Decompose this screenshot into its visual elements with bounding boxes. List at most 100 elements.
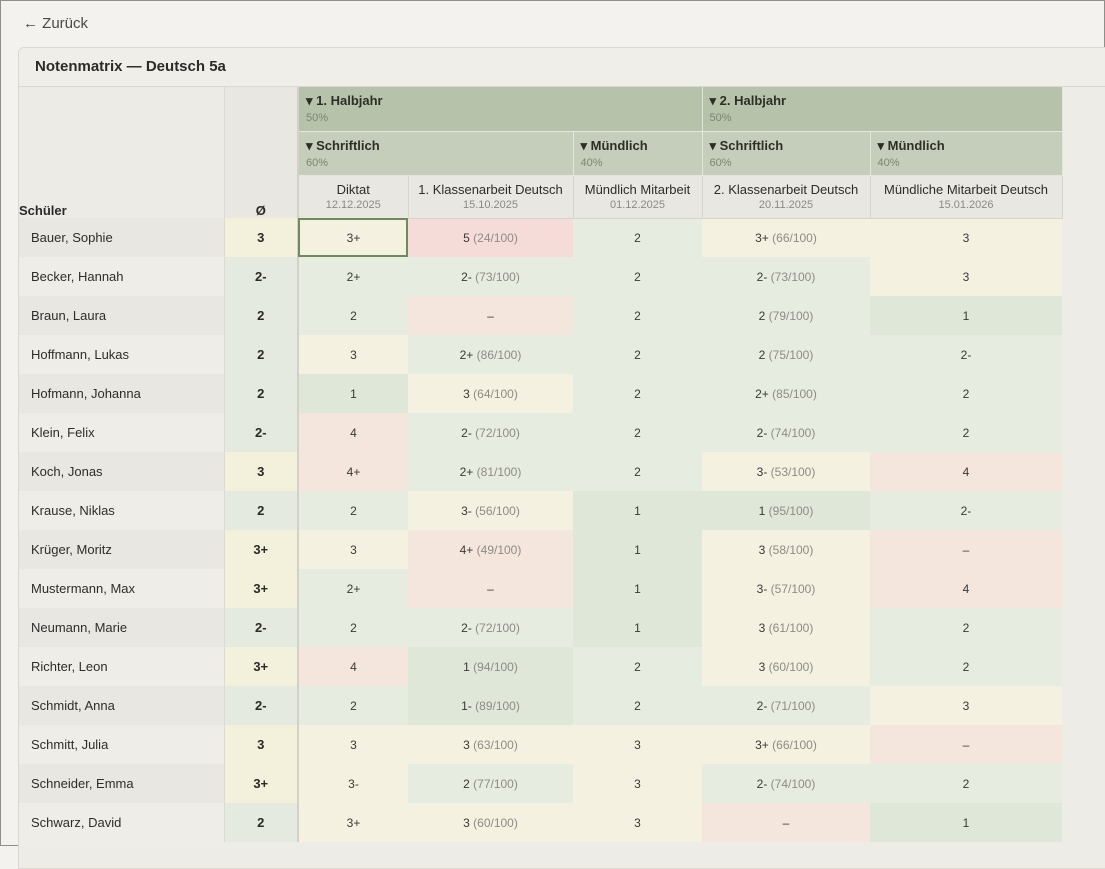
grade-cell[interactable]: 1	[573, 530, 702, 569]
half-year-1-label[interactable]: ▾ 1. Halbjahr	[306, 93, 383, 108]
grade-cell[interactable]: 2	[298, 608, 408, 647]
grade-cell[interactable]: 1- (89/100)	[408, 686, 573, 725]
grade-cell[interactable]: 3- (57/100)	[702, 569, 870, 608]
back-link[interactable]: ← Zurück	[23, 15, 89, 32]
grade-cell[interactable]: 2- (72/100)	[408, 413, 573, 452]
assessment-header-klassenarbeit-2[interactable]: 2. Klassenarbeit Deutsch 20.11.2025	[702, 175, 871, 219]
grade-cell[interactable]: 2	[573, 452, 702, 491]
group-label[interactable]: ▾ Mündlich	[877, 137, 945, 153]
grade-cell[interactable]: 1	[298, 374, 408, 413]
grade-cell[interactable]: 3 (60/100)	[408, 803, 573, 842]
grade-cell[interactable]: 2+ (81/100)	[408, 452, 573, 491]
grade-cell[interactable]: 4	[298, 413, 408, 452]
grade-value: 1	[758, 503, 766, 518]
grade-cell[interactable]: 2	[298, 296, 408, 335]
grade-cell[interactable]: 1	[870, 296, 1062, 335]
grade-cell[interactable]: 2	[573, 257, 702, 296]
grade-cell[interactable]: 3- (56/100)	[408, 491, 573, 530]
grade-cell[interactable]: 4	[870, 452, 1062, 491]
grade-cell[interactable]: 2	[573, 335, 702, 374]
grade-cell[interactable]: 2	[573, 374, 702, 413]
grade-cell[interactable]: 2	[298, 491, 408, 530]
grade-cell[interactable]: 4+	[298, 452, 408, 491]
grade-cell[interactable]: 2	[573, 413, 702, 452]
grade-cell[interactable]: 3	[573, 764, 702, 803]
grade-cell[interactable]: 3+ (66/100)	[702, 725, 870, 764]
group-written-1-header[interactable]: ▾ Schriftlich 60%	[298, 131, 574, 176]
grade-cell[interactable]: 1 (94/100)	[408, 647, 573, 686]
grade-cell[interactable]: 3	[870, 218, 1062, 257]
grade-value: 3	[962, 698, 970, 713]
half-year-2-header[interactable]: ▾ 2. Halbjahr 50%	[702, 87, 1063, 132]
grade-cell[interactable]: 3 (60/100)	[702, 647, 870, 686]
grade-cell[interactable]: 2- (71/100)	[702, 686, 870, 725]
grade-cell[interactable]: 3+ (66/100)	[702, 218, 870, 257]
grade-cell[interactable]: 4	[870, 569, 1062, 608]
grade-cell[interactable]: 1 (95/100)	[702, 491, 870, 530]
grade-cell[interactable]: 1	[573, 491, 702, 530]
grade-cell[interactable]: 1	[573, 608, 702, 647]
grade-cell[interactable]: 2-	[870, 491, 1062, 530]
grade-cell[interactable]: 2	[573, 218, 702, 257]
group-label[interactable]: ▾ Mündlich	[580, 137, 648, 153]
grade-cell[interactable]: 3+	[298, 218, 408, 257]
grade-cell[interactable]: 3	[870, 257, 1062, 296]
grade-cell[interactable]: 3 (58/100)	[702, 530, 870, 569]
grade-cell[interactable]: 2+	[298, 257, 408, 296]
assessment-header-muendlich-1[interactable]: Mündlich Mitarbeit 01.12.2025	[573, 175, 703, 219]
grade-cell[interactable]: 2	[870, 608, 1062, 647]
grade-cell[interactable]: 1	[573, 569, 702, 608]
grade-cell[interactable]: 3	[573, 803, 702, 842]
assessment-header-klassenarbeit-1[interactable]: 1. Klassenarbeit Deutsch 15.10.2025	[408, 175, 574, 219]
grade-cell[interactable]: 2	[870, 413, 1062, 452]
grade-cell[interactable]: 3 (63/100)	[408, 725, 573, 764]
grade-cell[interactable]: 1	[870, 803, 1062, 842]
grade-cell[interactable]: 2- (73/100)	[408, 257, 573, 296]
grade-cell[interactable]: 3	[298, 725, 408, 764]
grade-cell[interactable]: 5 (24/100)	[408, 218, 573, 257]
grade-cell[interactable]: 3	[298, 530, 408, 569]
grade-cell[interactable]: 2	[298, 686, 408, 725]
grade-cell[interactable]: 2- (74/100)	[702, 764, 870, 803]
assessment-header-muendlich-2[interactable]: Mündliche Mitarbeit Deutsch 15.01.2026	[870, 175, 1063, 219]
assessment-header-diktat[interactable]: Diktat 12.12.2025	[298, 175, 409, 219]
grade-cell[interactable]: –	[702, 803, 870, 842]
half-year-1-header[interactable]: ▾ 1. Halbjahr 50%	[298, 87, 703, 132]
grade-cell[interactable]: 2	[573, 296, 702, 335]
half-year-2-label[interactable]: ▾ 2. Halbjahr	[709, 93, 787, 108]
grade-cell[interactable]: –	[870, 725, 1062, 764]
grade-cell[interactable]: 3	[870, 686, 1062, 725]
group-oral-2-header[interactable]: ▾ Mündlich 40%	[870, 131, 1063, 176]
grade-cell[interactable]: 2- (73/100)	[702, 257, 870, 296]
grade-cell[interactable]: 3- (53/100)	[702, 452, 870, 491]
grade-cell[interactable]: 4+ (49/100)	[408, 530, 573, 569]
grade-cell[interactable]: 2	[870, 647, 1062, 686]
grade-cell[interactable]: 2 (77/100)	[408, 764, 573, 803]
grade-cell[interactable]: 3	[573, 725, 702, 764]
grade-cell[interactable]: 2- (74/100)	[702, 413, 870, 452]
grade-cell[interactable]: 2 (79/100)	[702, 296, 870, 335]
grade-cell[interactable]: 3	[298, 335, 408, 374]
grade-cell[interactable]: –	[408, 569, 573, 608]
grade-cell[interactable]: 2	[870, 374, 1062, 413]
grade-cell[interactable]: 2	[573, 686, 702, 725]
grade-cell[interactable]: 2+	[298, 569, 408, 608]
group-written-2-header[interactable]: ▾ Schriftlich 60%	[702, 131, 871, 176]
grade-cell[interactable]: 2+ (85/100)	[702, 374, 870, 413]
grade-cell[interactable]: 2 (75/100)	[702, 335, 870, 374]
grade-cell[interactable]: 3 (64/100)	[408, 374, 573, 413]
grade-cell[interactable]: 2- (72/100)	[408, 608, 573, 647]
group-oral-1-header[interactable]: ▾ Mündlich 40%	[573, 131, 703, 176]
grade-cell[interactable]: –	[870, 530, 1062, 569]
grade-cell[interactable]: 2	[870, 764, 1062, 803]
grade-cell[interactable]: 3 (61/100)	[702, 608, 870, 647]
grade-cell[interactable]: 2+ (86/100)	[408, 335, 573, 374]
group-label[interactable]: ▾ Schriftlich	[709, 137, 784, 153]
grade-cell[interactable]: 2-	[870, 335, 1062, 374]
grade-cell[interactable]: 3+	[298, 803, 408, 842]
group-label[interactable]: ▾ Schriftlich	[306, 137, 380, 153]
grade-cell[interactable]: 4	[298, 647, 408, 686]
grade-cell[interactable]: 3-	[298, 764, 408, 803]
grade-cell[interactable]: –	[408, 296, 573, 335]
grade-cell[interactable]: 2	[573, 647, 702, 686]
